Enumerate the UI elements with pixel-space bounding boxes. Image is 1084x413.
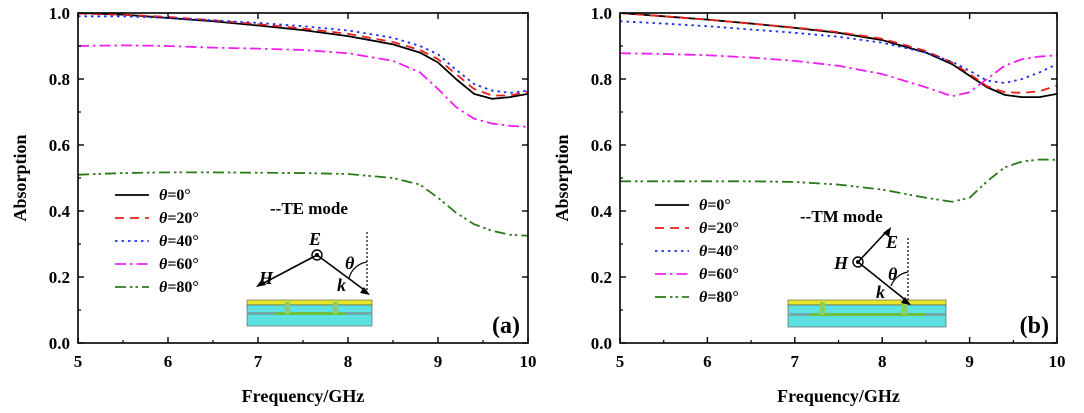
inset-h-label: H — [258, 268, 274, 288]
y-tick-label: 1.0 — [49, 4, 70, 23]
series-line-1 — [78, 13, 528, 100]
legend: θ=0° θ=20° θ=40° θ=60° θ=80° — [655, 197, 739, 306]
via — [902, 302, 907, 315]
e-arrowhead — [883, 227, 891, 237]
patch-layer — [810, 313, 925, 316]
inset-k-label: k — [876, 282, 885, 302]
legend-label: θ=0° — [699, 197, 731, 214]
legend-label: θ=20° — [699, 220, 739, 237]
chart-panel-b: 5 6 7 8 9 10 0.0 0.2 0.4 0.6 0.8 1.0 Frequency/GHz Ab… — [552, 4, 1066, 406]
substrate-top — [787, 304, 947, 315]
h-arrowhead — [256, 279, 266, 287]
series-line-5 — [620, 158, 1057, 203]
x-tick-label: 5 — [616, 352, 625, 371]
substrate-bottom — [246, 313, 373, 327]
x-axis-label: Frequency/GHz — [242, 386, 365, 406]
chart-panel-a: 5 6 7 8 9 10 0.0 0.2 0.4 0.6 0.8 1.0 Frequency/GHz Ab… — [10, 4, 537, 406]
mode-label: --TM mode — [800, 207, 883, 226]
legend-label: θ=0° — [159, 187, 191, 204]
panel-label: (a) — [492, 313, 520, 339]
y-tick-label: 1.0 — [591, 4, 612, 23]
legend-label: θ=60° — [699, 266, 739, 283]
y-tick-label: 0.8 — [591, 70, 612, 89]
x-tick-label: 9 — [434, 352, 443, 371]
k-arrowhead — [360, 287, 370, 295]
x-tick-label: 6 — [703, 352, 712, 371]
k-arrowhead — [901, 297, 911, 305]
y-axis-label: Absorption — [552, 134, 572, 221]
legend-label: θ=40° — [699, 243, 739, 260]
via — [333, 302, 338, 314]
series-line-2 — [620, 13, 1057, 94]
series-group — [620, 13, 1057, 203]
x-tick-label: 6 — [164, 352, 173, 371]
inset-schematic: E Hkθ — [787, 227, 947, 328]
x-tick-label: 8 — [344, 352, 353, 371]
legend-label: θ=60° — [159, 256, 199, 273]
mode-label: --TE mode — [270, 199, 348, 218]
inset-theta-label: θ — [888, 264, 898, 284]
h-vector — [259, 254, 318, 286]
y-tick-label: 0.8 — [49, 70, 70, 89]
k-vector — [316, 254, 368, 293]
y-tick-label: 0.2 — [49, 268, 70, 287]
y-tick-label: 0.4 — [591, 202, 613, 221]
x-tick-label: 9 — [965, 352, 974, 371]
inset-theta-label: θ — [345, 253, 355, 273]
y-tick-label: 0.2 — [591, 268, 612, 287]
theta-arc — [348, 261, 368, 279]
inset-h-label: H — [833, 253, 849, 273]
series-line-3 — [620, 20, 1057, 84]
x-axis-label: Frequency/GHz — [777, 386, 900, 406]
e-vector — [857, 229, 889, 263]
series-line-3 — [78, 15, 528, 94]
x-tick-label: 8 — [878, 352, 887, 371]
y-tick-label: 0.0 — [591, 334, 612, 353]
panel-label: (b) — [1020, 313, 1049, 339]
legend-label: θ=80° — [159, 279, 199, 296]
x-tick-label: 10 — [1049, 352, 1066, 371]
k-vector — [857, 261, 909, 303]
y-axis-label: Absorption — [10, 134, 30, 221]
y-tick-label: 0.6 — [591, 136, 612, 155]
series-line-4 — [78, 44, 528, 128]
x-tick-label: 10 — [520, 352, 537, 371]
x-tick-label: 5 — [74, 352, 83, 371]
inset-e-label: E — [885, 232, 898, 252]
y-tick-label: 0.4 — [49, 202, 71, 221]
metal-layer — [787, 299, 947, 306]
via — [820, 302, 825, 315]
inset-k-label: k — [337, 275, 346, 295]
y-tick-label: 0.0 — [49, 334, 70, 353]
legend: θ=0° θ=20° θ=40° θ=60° θ=80° — [115, 187, 199, 296]
legend-label: θ=80° — [699, 289, 739, 306]
via — [285, 302, 290, 314]
legend-label: θ=20° — [159, 210, 199, 227]
metal-layer — [246, 299, 373, 306]
plot-frame — [77, 12, 529, 344]
substrate-bottom — [787, 314, 947, 328]
substrate-top — [246, 304, 373, 314]
x-tick-label: 7 — [254, 352, 263, 371]
theta-arc — [890, 271, 909, 287]
x-tick-label: 7 — [791, 352, 800, 371]
patch-layer — [275, 312, 345, 315]
legend-label: θ=40° — [159, 233, 199, 250]
series-group — [78, 13, 528, 237]
series-line-4 — [620, 52, 1057, 98]
y-tick-label: 0.6 — [49, 136, 70, 155]
inset-e-label: E — [308, 229, 321, 249]
